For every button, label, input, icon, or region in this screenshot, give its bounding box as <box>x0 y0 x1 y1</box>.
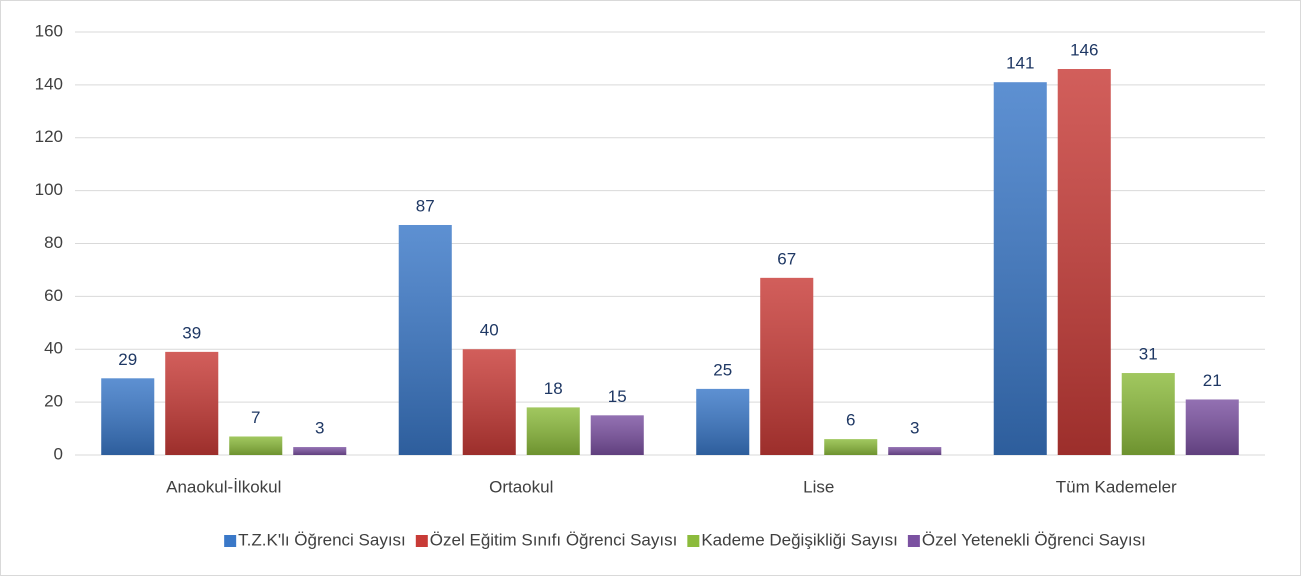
bar <box>165 351 219 455</box>
value-label: 18 <box>544 379 563 398</box>
value-label: 6 <box>846 411 855 430</box>
value-label: 7 <box>251 408 260 427</box>
value-label: 39 <box>182 323 201 342</box>
value-label: 25 <box>713 360 732 379</box>
x-tick-label: Tüm Kademeler <box>1056 477 1177 496</box>
value-label: 141 <box>1006 54 1034 73</box>
legend-label: Kademe Değişikliği Sayısı <box>701 530 898 549</box>
bar <box>101 378 155 455</box>
x-tick-label: Anaokul-İlkokul <box>166 477 281 496</box>
bar <box>1057 69 1111 455</box>
x-tick-label: Lise <box>803 477 834 496</box>
y-tick-label: 20 <box>44 392 63 411</box>
bar <box>1121 373 1175 455</box>
legend-swatch <box>687 535 700 547</box>
y-tick-label: 100 <box>35 180 63 199</box>
legend-label: Özel Yetenekli Öğrenci Sayısı <box>922 530 1146 549</box>
bar <box>760 277 814 455</box>
y-tick-label: 120 <box>35 127 63 146</box>
bar <box>888 447 942 455</box>
value-label: 3 <box>315 419 324 438</box>
value-label: 87 <box>416 196 435 215</box>
legend-label: T.Z.K'lı Öğrenci Sayısı <box>238 530 406 549</box>
bar <box>462 349 516 455</box>
legend-swatch <box>224 535 237 547</box>
bar <box>590 415 644 455</box>
y-tick-label: 40 <box>44 339 63 358</box>
value-label: 40 <box>480 321 499 340</box>
y-tick-label: 0 <box>54 444 63 463</box>
bar <box>229 436 283 455</box>
bar <box>293 447 347 455</box>
legend-swatch <box>907 535 920 547</box>
y-tick-label: 80 <box>44 233 63 252</box>
bar <box>824 439 878 455</box>
value-label: 15 <box>608 387 627 406</box>
x-tick-label: Ortaokul <box>489 477 553 496</box>
bar <box>993 82 1047 455</box>
value-label: 21 <box>1203 371 1222 390</box>
value-label: 3 <box>910 419 919 438</box>
value-label: 29 <box>118 350 137 369</box>
bar <box>398 224 452 455</box>
bar <box>1185 399 1239 455</box>
y-tick-label: 160 <box>35 21 63 40</box>
bar <box>526 407 580 455</box>
value-label: 146 <box>1070 40 1098 59</box>
y-tick-label: 140 <box>35 74 63 93</box>
y-tick-label: 60 <box>44 286 63 305</box>
value-label: 31 <box>1139 345 1158 364</box>
legend-swatch <box>415 535 428 547</box>
legend-label: Özel Eğitim Sınıfı Öğrenci Sayısı <box>430 530 678 549</box>
value-label: 67 <box>777 249 796 268</box>
bar <box>696 388 750 455</box>
